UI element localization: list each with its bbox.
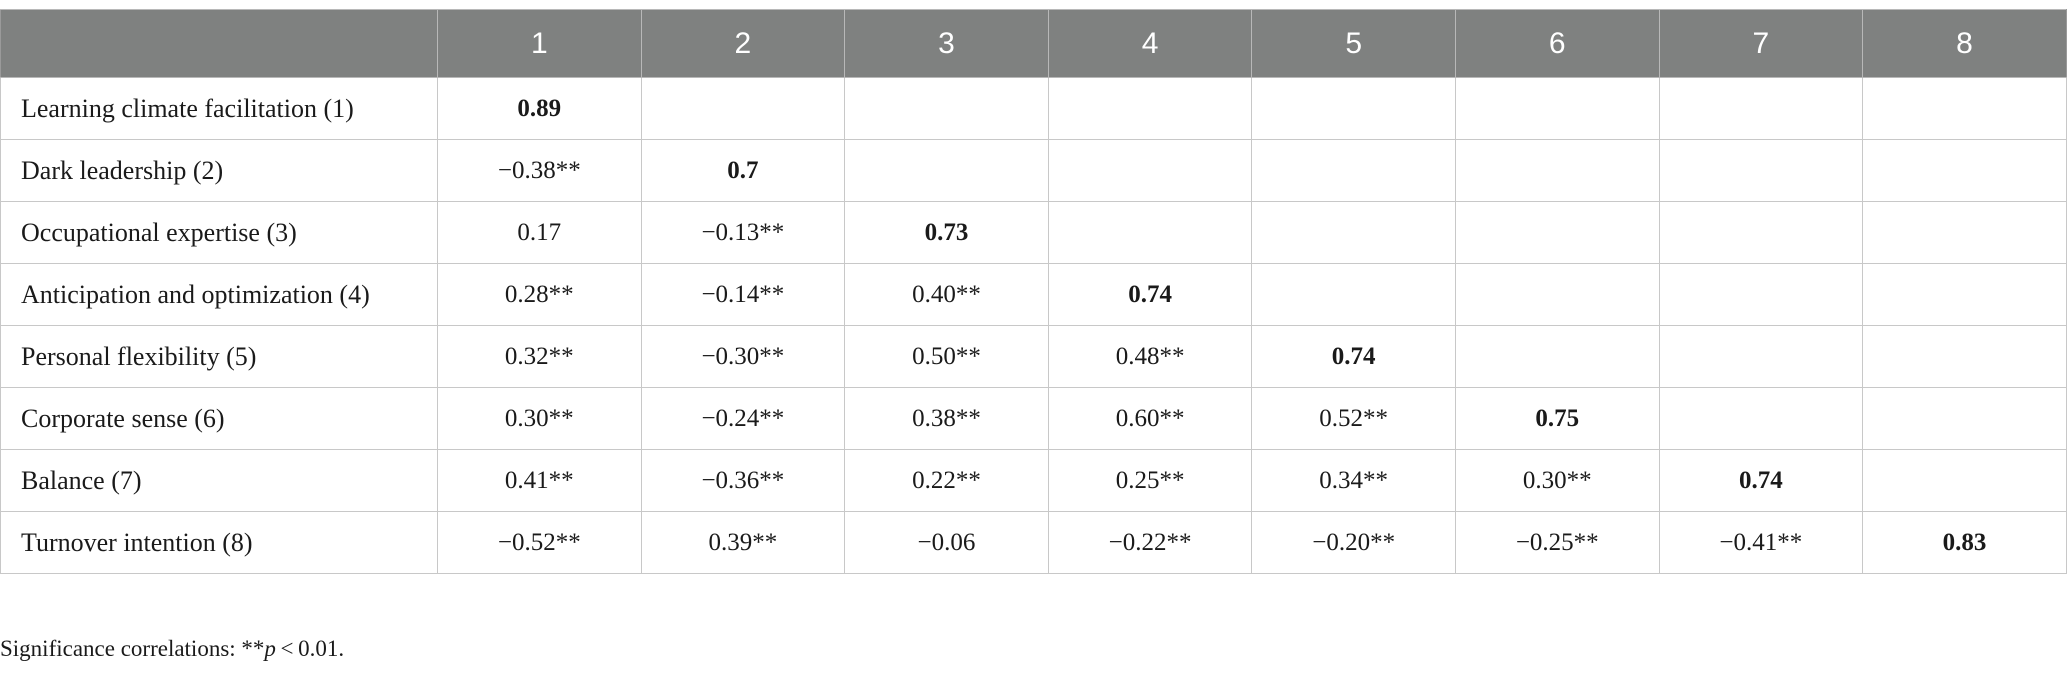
- correlation-cell: −0.13**: [640, 201, 846, 264]
- correlation-cell: [1862, 139, 2067, 202]
- correlation-cell: −0.24**: [640, 387, 846, 450]
- correlation-cell: 0.40**: [844, 263, 1049, 326]
- correlation-cell: 0.48**: [1047, 325, 1253, 388]
- row-label: Learning climate facilitation (1): [0, 77, 438, 140]
- correlation-cell: 0.39**: [640, 511, 846, 574]
- correlation-cell: [1251, 139, 1456, 202]
- row-label: Balance (7): [0, 449, 438, 512]
- correlation-cell: [1658, 139, 1864, 202]
- correlation-cell: 0.30**: [1454, 449, 1660, 512]
- correlation-cell: 0.28**: [437, 263, 642, 326]
- correlation-cell: [1862, 201, 2067, 264]
- diagonal-cell: 0.75: [1454, 387, 1660, 450]
- row-label: Dark leadership (2): [0, 139, 438, 202]
- correlation-cell: [1862, 263, 2067, 326]
- correlation-cell: −0.25**: [1454, 511, 1660, 574]
- header-cell-4: 4: [1047, 9, 1252, 78]
- correlation-cell: 0.32**: [437, 325, 642, 388]
- header-cell-5: 5: [1251, 9, 1456, 78]
- table-row: Anticipation and optimization (4) 0.28** −…: [0, 263, 2067, 326]
- header-cell-2: 2: [640, 9, 845, 78]
- correlation-cell: −0.14**: [640, 263, 846, 326]
- diagonal-cell: 0.74: [1658, 449, 1864, 512]
- correlation-cell: [640, 77, 846, 140]
- correlation-cell: 0.17: [437, 201, 642, 264]
- table-row: Corporate sense (6) 0.30** −0.24** 0.38** 0.…: [0, 387, 2067, 450]
- correlation-cell: [1862, 387, 2067, 450]
- table-footnote: Significance correlations: **p < 0.01.: [0, 636, 344, 662]
- table-row: Occupational expertise (3) 0.17 −0.13** 0.7…: [0, 201, 2067, 264]
- correlation-cell: 0.50**: [844, 325, 1049, 388]
- diagonal-cell: 0.83: [1862, 511, 2067, 574]
- footnote-suffix: < 0.01.: [275, 636, 345, 661]
- correlation-cell: −0.52**: [437, 511, 642, 574]
- correlation-cell: [1454, 263, 1660, 326]
- correlation-cell: 0.22**: [844, 449, 1049, 512]
- correlation-cell: [1658, 201, 1864, 264]
- correlation-cell: [1047, 77, 1253, 140]
- correlation-cell: [1454, 325, 1660, 388]
- correlation-cell: [1047, 139, 1253, 202]
- correlation-cell: [844, 139, 1049, 202]
- correlation-cell: [1251, 201, 1456, 264]
- correlation-table: 1 2 3 4 5 6 7 8 Learning climate facilit…: [0, 9, 2067, 574]
- header-cell-label: [0, 9, 438, 78]
- correlation-cell: [1454, 139, 1660, 202]
- correlation-cell: 0.60**: [1047, 387, 1253, 450]
- correlation-cell: [1862, 325, 2067, 388]
- correlation-cell: 0.25**: [1047, 449, 1253, 512]
- row-label: Personal flexibility (5): [0, 325, 438, 388]
- correlation-cell: 0.30**: [437, 387, 642, 450]
- table-row: Turnover intention (8) −0.52** 0.39** −0.06…: [0, 511, 2067, 574]
- row-label: Occupational expertise (3): [0, 201, 438, 264]
- correlation-cell: 0.38**: [844, 387, 1049, 450]
- header-cell-1: 1: [437, 9, 642, 78]
- header-cell-7: 7: [1658, 9, 1863, 78]
- diagonal-cell: 0.74: [1047, 263, 1253, 326]
- table-row: Personal flexibility (5) 0.32** −0.30** 0.5…: [0, 325, 2067, 388]
- table-row: Dark leadership (2) −0.38** 0.7: [0, 139, 2067, 202]
- correlation-cell: [1658, 263, 1864, 326]
- correlation-cell: 0.41**: [437, 449, 642, 512]
- header-row: 1 2 3 4 5 6 7 8: [0, 9, 2067, 78]
- footnote-prefix: Significance correlations: **: [0, 636, 265, 661]
- correlation-cell: −0.38**: [437, 139, 642, 202]
- correlation-cell: [1658, 387, 1864, 450]
- correlation-cell: [1862, 77, 2067, 140]
- header-cell-3: 3: [844, 9, 1049, 78]
- row-label: Corporate sense (6): [0, 387, 438, 450]
- correlation-cell: [1251, 77, 1456, 140]
- correlation-cell: −0.22**: [1047, 511, 1253, 574]
- row-label: Turnover intention (8): [0, 511, 438, 574]
- table-header: 1 2 3 4 5 6 7 8: [0, 9, 2067, 78]
- correlation-cell: [1862, 449, 2067, 512]
- correlation-cell: −0.30**: [640, 325, 846, 388]
- correlation-cell: [1658, 77, 1864, 140]
- table-row: Learning climate facilitation (1) 0.89: [0, 77, 2067, 140]
- correlation-cell: 0.52**: [1251, 387, 1456, 450]
- correlation-cell: −0.06: [844, 511, 1049, 574]
- diagonal-cell: 0.89: [437, 77, 642, 140]
- diagonal-cell: 0.74: [1251, 325, 1456, 388]
- correlation-cell: [1047, 201, 1253, 264]
- correlation-cell: −0.41**: [1658, 511, 1864, 574]
- correlation-cell: [1454, 77, 1660, 140]
- footnote-italic: p: [264, 636, 276, 661]
- header-cell-8: 8: [1862, 9, 2067, 78]
- correlation-cell: [844, 77, 1049, 140]
- correlation-cell: 0.34**: [1251, 449, 1456, 512]
- correlation-cell: −0.36**: [640, 449, 846, 512]
- correlation-cell: −0.20**: [1251, 511, 1456, 574]
- correlation-cell: [1454, 201, 1660, 264]
- correlation-cell: [1251, 263, 1456, 326]
- row-label: Anticipation and optimization (4): [0, 263, 438, 326]
- diagonal-cell: 0.7: [640, 139, 846, 202]
- header-cell-6: 6: [1454, 9, 1660, 78]
- diagonal-cell: 0.73: [844, 201, 1049, 264]
- table-body: Learning climate facilitation (1) 0.89 Dar…: [0, 77, 2067, 574]
- correlation-cell: [1658, 325, 1864, 388]
- table-row: Balance (7) 0.41** −0.36** 0.22** 0.25** 0.34…: [0, 449, 2067, 512]
